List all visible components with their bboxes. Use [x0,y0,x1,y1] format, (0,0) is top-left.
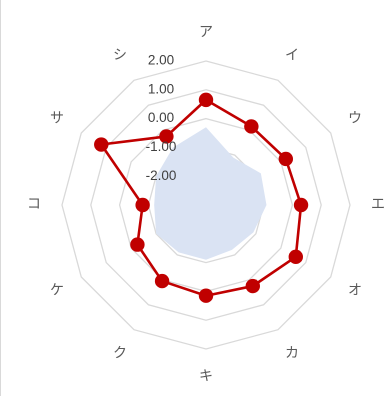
category-label: キ [199,368,213,384]
data-point [244,119,258,133]
category-label: ウ [348,110,362,126]
category-label: エ [371,196,385,212]
category-label: カ [285,345,299,361]
category-label: イ [285,47,299,63]
category-label: ア [199,24,213,40]
category-label: オ [348,282,362,298]
tick-label: 2.00 [148,53,174,68]
data-point [199,93,213,107]
data-point [279,152,293,166]
category-label: シ [113,47,127,63]
data-point [155,274,169,288]
data-point [130,237,144,251]
data-point [199,289,213,303]
category-label: ク [113,345,127,361]
data-point [246,279,260,293]
tick-label: -1.00 [146,139,177,154]
category-label: ケ [50,282,64,298]
data-point [94,137,108,151]
tick-label: 1.00 [148,81,174,96]
data-point [294,198,308,212]
tick-label: -2.00 [146,168,177,183]
tick-label: 0.00 [148,110,174,125]
category-label: サ [50,110,64,126]
category-label: コ [27,196,41,212]
data-point [289,250,303,264]
data-point [135,198,149,212]
